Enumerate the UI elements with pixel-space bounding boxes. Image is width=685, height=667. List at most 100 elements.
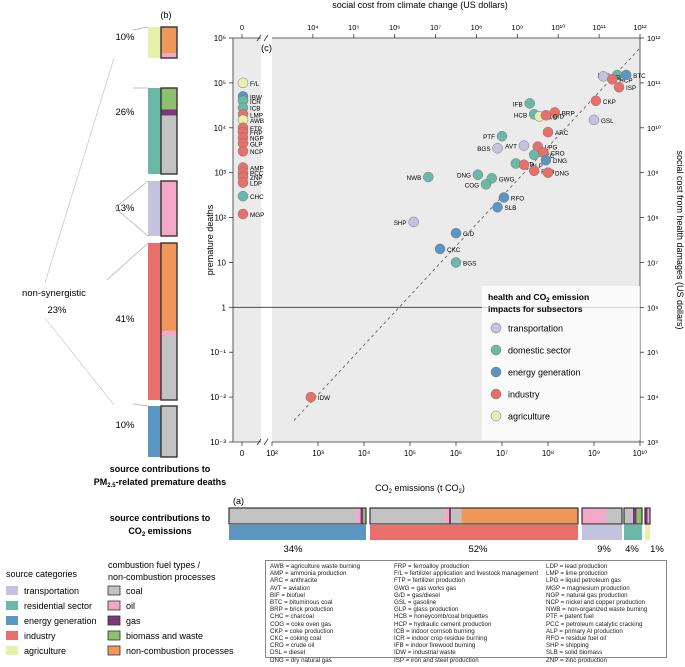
point-label-34: IDW	[318, 395, 330, 402]
panel-b-label: (b)	[161, 10, 172, 20]
abbreviation-3-6: NWB = non-organized waste burning	[546, 606, 648, 614]
strip-point-label-15: CHC	[250, 194, 264, 201]
point-label-11: GSL	[601, 118, 614, 125]
abbreviation-column-3: LDP = lead production LMP = lime producti…	[546, 563, 647, 664]
co2-bar-outline-0	[228, 507, 367, 525]
point-label-20: ALP	[531, 163, 543, 170]
point-label-9: BRP	[562, 110, 575, 117]
strip-point-label-7: FRP	[250, 130, 263, 137]
point-5	[590, 95, 602, 107]
abbreviation-3-2: LPG = liquid petroleum gas	[546, 577, 621, 585]
strip-point-label-14: LDP	[250, 181, 262, 188]
top-tick-label-7: 10¹¹	[592, 23, 606, 32]
top-tick-label-5: 10⁹	[512, 23, 524, 32]
point-22	[528, 165, 540, 177]
point-label-21: DNG	[553, 158, 567, 165]
abbreviation-1-7: CHC = charcoal	[270, 613, 314, 621]
pm-connector-4	[106, 242, 149, 281]
chart-legend-title-2: impacts for subsectors	[488, 304, 583, 314]
co2-bar-category-0	[229, 525, 366, 540]
right-tick-label-3: 10⁶	[647, 303, 658, 312]
y-tick-label-6: 10³	[214, 169, 226, 178]
abbreviation-3-12: SLB = solid biomass	[546, 649, 603, 657]
co2-bar-fuel-2-1	[606, 508, 622, 524]
co2-bar-category-4	[645, 525, 650, 540]
y-axis-label: premature deaths	[205, 204, 215, 275]
point-17	[528, 149, 540, 161]
point-label-29: SLB	[505, 205, 517, 212]
point-21	[540, 154, 552, 166]
co2-bar-fuel-3-1	[633, 508, 637, 524]
top-tick-label-2: 10⁶	[389, 23, 400, 32]
pm-pct-0: 10%	[115, 32, 135, 43]
right-tick-label-7: 10¹⁰	[647, 124, 661, 133]
strip-point-label-8: NGP	[250, 136, 264, 143]
abbreviation-1-3: AVT = aviation	[270, 584, 310, 592]
fuel-legend-swatch-3	[107, 630, 121, 641]
point-label-18: CRO	[551, 151, 565, 158]
strip-point-label-9: GLP	[250, 141, 263, 148]
top-tick-label-3: 10⁷	[430, 23, 441, 32]
point-32	[434, 243, 446, 255]
strip-point-label-2: ICR	[250, 99, 261, 106]
point-20	[518, 159, 530, 171]
point-31	[450, 227, 462, 239]
abbreviation-legend: AWB = agriculture waste burning AMP = amm…	[265, 560, 667, 664]
pm-bar-fuel-3-1	[161, 330, 177, 336]
abbreviation-1-1: AMP = ammonia production	[270, 570, 347, 578]
abbreviation-3-8: PCC = petroleum catalytic cracking	[546, 620, 643, 628]
pm-connector-2	[114, 207, 149, 237]
fuel-legend-label-1: oil	[126, 601, 135, 611]
axis-break-1	[263, 34, 269, 42]
abbreviation-3-10: RFO = residue fuel oil	[546, 635, 607, 643]
point-1	[598, 71, 609, 82]
panel-c-label: (c)	[261, 43, 272, 54]
pm-bar-fuel-2-0	[161, 181, 177, 236]
non-synergistic-pct: 23%	[47, 305, 67, 316]
non-synergistic-label: non-synergistic	[22, 288, 86, 299]
abbreviation-column-1: AWB = agriculture waste burning AMP = amm…	[270, 563, 360, 664]
right-tick-label-4: 10⁷	[647, 258, 658, 267]
strip-point-label-0: F/L	[250, 81, 260, 88]
top-tick-label-0: 10⁴	[307, 23, 319, 32]
abbreviation-3-7: PTF = patent fuel	[546, 613, 594, 621]
x-tick-label-7: 10⁹	[588, 449, 600, 458]
strip-point-label-6: FTP	[250, 126, 262, 133]
point-label-4: ISP	[626, 85, 636, 92]
nonsyn-connector-bottom	[44, 317, 115, 406]
abbreviation-column-2: FRP = ferroalloy production F/L = fertili…	[394, 563, 538, 664]
panel-a-title-line2: CO2 emissions	[128, 526, 191, 538]
point-30	[408, 216, 419, 228]
abbreviation-1-5: BTC = bituminous coal	[270, 599, 333, 607]
abbreviation-2-7: HCB = honeycomb/coal briquettes	[394, 613, 489, 621]
x-tick-label-1: 10³	[312, 449, 324, 458]
x-tick-label-8: 10¹⁰	[633, 449, 648, 458]
point-label-26: COG	[465, 182, 479, 189]
source-legend-swatch-1	[6, 601, 18, 610]
chart-legend-bg	[482, 286, 640, 440]
pm-bar-fuel-3-0	[161, 243, 177, 331]
point-4	[613, 81, 625, 93]
point-29	[492, 201, 503, 213]
point-label-23: DNG	[555, 171, 569, 178]
co2-bar-fuel-3-0	[624, 508, 633, 524]
pm-pct-2: 13%	[115, 203, 135, 214]
chart-legend-label-3: industry	[508, 390, 540, 400]
point-label-2: HCP	[619, 77, 632, 84]
chart-legend-label-1: domestic sector	[508, 346, 571, 356]
abbreviation-2-10: ICR = indoor crop residue burning	[394, 635, 488, 643]
x-tick-label-4: 10⁶	[450, 449, 462, 458]
strip-x-tick-label: 0	[240, 449, 245, 458]
point-3	[620, 69, 632, 81]
y-tick-label-5: 10²	[214, 214, 226, 223]
fuel-legend-label-2: gas	[126, 616, 141, 626]
co2-bar-fuel-4-0	[645, 508, 648, 524]
co2-bar-outline-4	[644, 507, 651, 525]
panel-b-title-line1: source contributions to	[110, 464, 211, 474]
chart-legend-marker-3	[490, 388, 502, 400]
point-label-25: GWG	[499, 176, 515, 183]
co2-bar-fuel-0-2	[360, 508, 364, 524]
fuel-legend-label-4: non-combustion processes	[126, 646, 234, 656]
